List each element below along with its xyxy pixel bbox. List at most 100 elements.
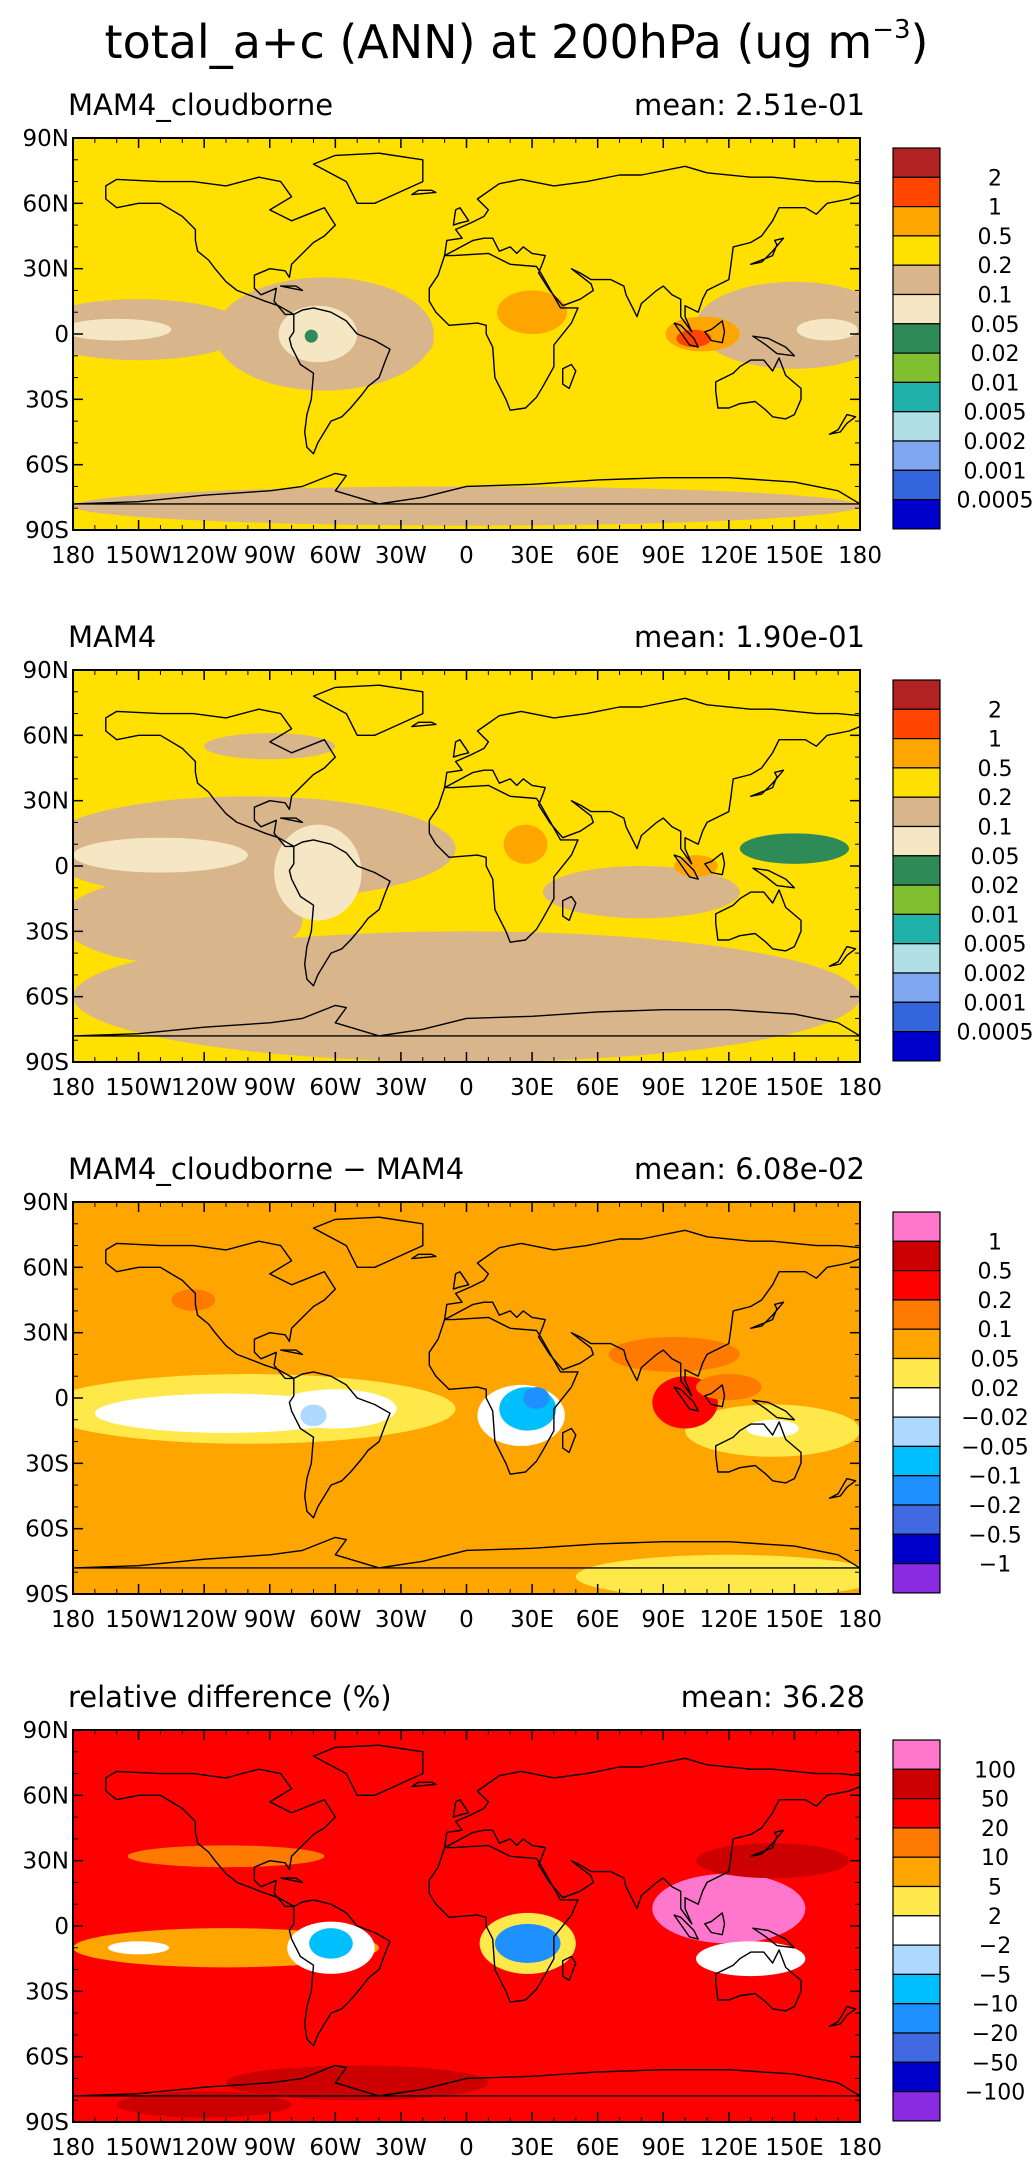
colorbar-label: 0.5 [978, 1260, 1013, 1285]
colorbar-swatch [892, 2003, 941, 2034]
field-region-11 [608, 1337, 740, 1372]
x-tick-label: 180 [51, 1607, 95, 1633]
colorbar-swatch [892, 1328, 941, 1360]
y-tick-label: 30N [23, 1321, 69, 1347]
map-field [73, 138, 860, 530]
x-tick-label: 120E [700, 543, 758, 569]
x-tick-label: 150E [765, 1607, 823, 1633]
field-region-14 [171, 1289, 216, 1311]
field-region-9 [497, 290, 568, 334]
colorbar-label: 0.005 [964, 933, 1027, 958]
coastline-2 [288, 1371, 391, 1519]
colorbar-swatch [892, 1387, 941, 1418]
colorbar-label: 1 [988, 196, 1002, 221]
field-region-5 [796, 318, 858, 341]
x-tick-label: 150W [105, 1607, 172, 1633]
coastline-15 [828, 1477, 857, 1499]
colorbar-swatch [892, 796, 941, 828]
map-field [73, 1202, 860, 1594]
figure-title: total_a+c (ANN) at 200hPa (ug m−3) [104, 15, 929, 69]
y-tick-label: 30N [23, 789, 69, 815]
x-tick-label: 30E [510, 2135, 554, 2161]
colorbar-label: −20 [972, 2022, 1018, 2047]
x-tick-label: 90W [244, 543, 296, 569]
field-region-9 [523, 1387, 550, 1409]
x-tick-label: 180 [838, 543, 882, 569]
coastline-2 [288, 1899, 391, 2047]
panel-4-title: relative difference (%) [68, 1680, 392, 1714]
colorbar-swatch [892, 1269, 941, 1301]
coastline-10 [752, 1399, 796, 1421]
colorbar-label: −1 [979, 1553, 1011, 1578]
figure-title-exponent: −3 [872, 15, 911, 45]
coastline-3 [312, 1744, 424, 1797]
colorbar-swatch [892, 884, 941, 915]
colorbar-swatch [892, 1030, 941, 1062]
coastline-4 [428, 784, 579, 943]
coastline-1 [105, 708, 336, 848]
y-tick-label: 60S [25, 453, 69, 479]
y-tick-label: 60N [23, 1783, 69, 1809]
y-tick-label: 90N [23, 1190, 69, 1216]
colorbar-label: 100 [974, 1758, 1016, 1783]
coastline-7 [73, 1536, 860, 1569]
coastline-7 [73, 1004, 860, 1037]
x-tick-label: 30E [510, 1075, 554, 1101]
x-tick-label: 150W [105, 543, 172, 569]
field-region-11 [226, 2065, 489, 2101]
y-tick-label: 60N [23, 723, 69, 749]
y-tick-label: 30S [25, 919, 69, 945]
colorbar-swatch [892, 1240, 941, 1272]
y-tick-label: 90N [23, 658, 69, 684]
coastline-4 [428, 1316, 579, 1475]
colorbar-label: 1 [988, 728, 1002, 753]
x-tick-label: 180 [51, 543, 95, 569]
colorbar-swatch [892, 943, 941, 974]
colorbar-swatch [892, 1856, 941, 1888]
colorbar-swatch [892, 1475, 941, 1506]
panel-4-mean: mean: 36.28 [680, 1680, 865, 1714]
x-tick-label: 150W [105, 1075, 172, 1101]
x-tick-label: 150E [765, 543, 823, 569]
x-tick-label: 60W [309, 1075, 361, 1101]
colorbar-swatch [892, 1504, 941, 1535]
coastline-12 [750, 237, 785, 265]
coastline-14 [411, 189, 437, 196]
y-tick-label: 60S [25, 1517, 69, 1543]
colorbar-label: 0.1 [978, 816, 1013, 841]
field-region-7 [107, 1941, 170, 1955]
colorbar-label: 0.2 [978, 254, 1013, 279]
colorbar-swatch [892, 1973, 941, 2005]
colorbar-label: 0.02 [971, 1377, 1020, 1402]
coastline-15 [828, 945, 857, 967]
coastline-12 [750, 769, 785, 797]
coastline-6 [715, 1949, 802, 2012]
x-tick-label: 30W [375, 543, 427, 569]
field-region-4 [696, 281, 860, 369]
x-tick-label: 120W [171, 1075, 238, 1101]
colorbar-swatch [892, 1885, 941, 1917]
colorbar-label: −50 [972, 2051, 1018, 2076]
colorbar-label: 0.1 [978, 1318, 1013, 1343]
coastline-1 [105, 176, 336, 316]
field-region-7 [274, 824, 362, 921]
colorbar-label: −100 [965, 2081, 1025, 2106]
colorbar-swatch [892, 440, 941, 471]
x-tick-label: 90W [244, 1075, 296, 1101]
coastline-16 [280, 285, 304, 292]
coastline-14 [411, 1781, 437, 1788]
y-tick-label: 90S [25, 1582, 69, 1608]
field-region-2 [696, 1843, 850, 1879]
colorbar-label: 0.002 [964, 430, 1027, 455]
colorbar-swatch [892, 499, 941, 530]
coastline-3 [312, 1216, 424, 1269]
x-tick-label: 180 [838, 1075, 882, 1101]
y-tick-label: 60S [25, 985, 69, 1011]
coastline-14 [411, 1253, 437, 1260]
map-field [73, 1730, 860, 2122]
colorbar-label: 2 [988, 166, 1002, 191]
colorbar-label: 0.05 [971, 845, 1020, 870]
coastline-16 [280, 1877, 304, 1884]
